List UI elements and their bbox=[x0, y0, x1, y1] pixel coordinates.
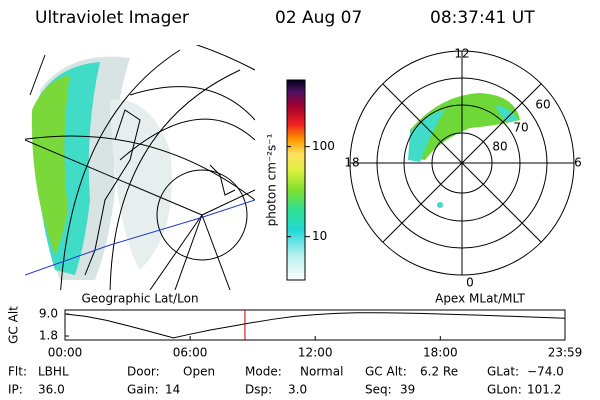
field-value: 39 bbox=[400, 383, 415, 397]
mlat-label: 70 bbox=[513, 121, 528, 135]
field-value: 101.2 bbox=[527, 383, 561, 397]
colorbar-tick-label: 10 bbox=[312, 229, 327, 243]
field-value: −74.0 bbox=[527, 365, 564, 379]
field-value: 3.0 bbox=[288, 383, 307, 397]
field-value: 14 bbox=[165, 383, 180, 397]
colorbar-tick-label: 100 bbox=[312, 139, 335, 153]
x-tick-label: 00:00 bbox=[48, 346, 83, 360]
x-tick-label: 06:00 bbox=[173, 346, 208, 360]
x-tick-label: 23:59 bbox=[548, 346, 583, 360]
y-tick-label: 1.8 bbox=[39, 329, 58, 343]
field-value: 36.0 bbox=[38, 383, 65, 397]
y-tick-label: 9.0 bbox=[39, 306, 58, 320]
mlat-label: 60 bbox=[535, 98, 550, 112]
field-label: Gain: bbox=[127, 383, 159, 397]
field-label: Flt: bbox=[8, 365, 27, 379]
field-label: Door: bbox=[127, 365, 160, 379]
field-label: Dsp: bbox=[245, 383, 272, 397]
field-value: Open bbox=[183, 365, 215, 379]
colorbar bbox=[286, 79, 306, 281]
polar-plot: 12 18 6 0 60 70 80 bbox=[344, 47, 581, 290]
field-label: GLon: bbox=[487, 383, 522, 397]
mlt-label: 18 bbox=[344, 156, 359, 170]
x-tick-label: 18:00 bbox=[423, 346, 458, 360]
field-value: LBHL bbox=[38, 365, 69, 379]
time: 08:37:41 UT bbox=[430, 8, 535, 28]
altitude-curve bbox=[64, 312, 566, 339]
date: 02 Aug 07 bbox=[275, 8, 362, 28]
panel-label: Apex MLat/MLT bbox=[435, 292, 525, 306]
mlat-label: 80 bbox=[492, 140, 507, 154]
field-label: Mode: bbox=[245, 365, 282, 379]
field-label: GC Alt: bbox=[365, 365, 407, 379]
mlt-label: 6 bbox=[574, 156, 582, 170]
field-value: Normal bbox=[300, 365, 343, 379]
geographic-image bbox=[25, 45, 255, 290]
field-value: 6.2 Re bbox=[420, 365, 458, 379]
mlt-label: 12 bbox=[454, 47, 469, 61]
x-tick-label: 12:00 bbox=[298, 346, 333, 360]
colorbar-label: photon cm⁻²s⁻¹ bbox=[265, 133, 279, 226]
field-label: GLat: bbox=[487, 365, 519, 379]
title: Ultraviolet Imager bbox=[35, 8, 189, 28]
timeline-label: GC Alt bbox=[7, 306, 21, 344]
field-label: IP: bbox=[8, 383, 23, 397]
mlt-label: 0 bbox=[466, 276, 474, 290]
panel-label: Geographic Lat/Lon bbox=[81, 292, 198, 306]
field-label: Seq: bbox=[365, 383, 392, 397]
